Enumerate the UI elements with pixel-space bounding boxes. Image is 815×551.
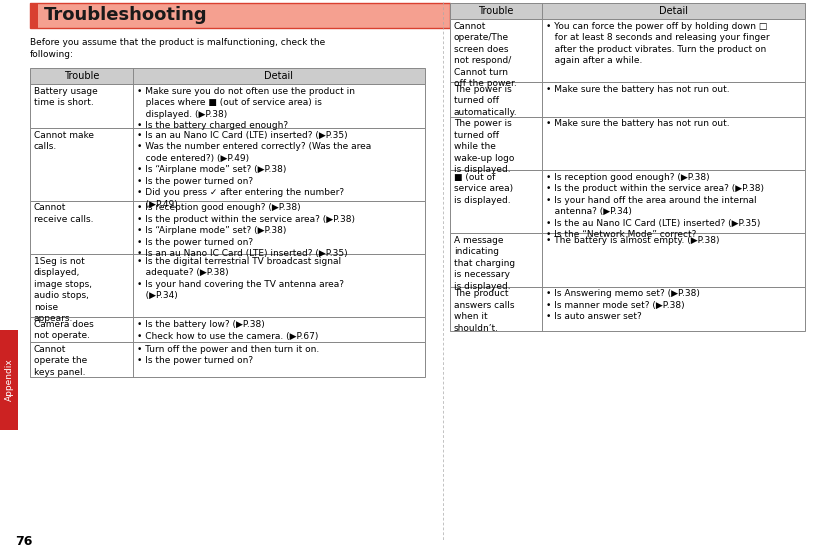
Text: • Is the battery low? (▶P.38)
• Check how to use the camera. (▶P.67): • Is the battery low? (▶P.38) • Check ho… bbox=[137, 320, 318, 341]
Text: 1Seg is not
displayed,
image stops,
audio stops,
noise
appears.: 1Seg is not displayed, image stops, audi… bbox=[34, 257, 92, 323]
Text: The power is
turned off
automatically.: The power is turned off automatically. bbox=[454, 85, 518, 117]
Text: Cannot
receive calls.: Cannot receive calls. bbox=[34, 203, 94, 224]
Bar bbox=[30, 84, 425, 128]
Bar bbox=[0, 330, 18, 430]
Bar bbox=[30, 3, 450, 28]
Text: Cannot make
calls.: Cannot make calls. bbox=[34, 131, 94, 152]
Text: 76: 76 bbox=[15, 535, 33, 548]
Bar bbox=[30, 3, 38, 28]
Bar bbox=[30, 254, 425, 317]
Bar bbox=[30, 317, 425, 342]
Text: Cannot
operate the
keys panel.: Cannot operate the keys panel. bbox=[34, 345, 87, 377]
Text: ■ (out of
service area)
is displayed.: ■ (out of service area) is displayed. bbox=[454, 173, 513, 205]
Text: • Is Answering memo set? (▶P.38)
• Is manner mode set? (▶P.38)
• Is auto answer : • Is Answering memo set? (▶P.38) • Is ma… bbox=[546, 289, 700, 321]
Text: • You can force the power off by holding down □
   for at least 8 seconds and re: • You can force the power off by holding… bbox=[546, 22, 770, 66]
Bar bbox=[450, 170, 805, 233]
Bar bbox=[450, 3, 805, 19]
Text: Detail: Detail bbox=[659, 6, 688, 16]
Text: • Is the digital terrestrial TV broadcast signal
   adequate? (▶P.38)
• Is your : • Is the digital terrestrial TV broadcas… bbox=[137, 257, 344, 300]
Bar bbox=[450, 287, 805, 331]
Bar bbox=[450, 19, 805, 82]
Text: The product
answers calls
when it
shouldn’t.: The product answers calls when it should… bbox=[454, 289, 514, 333]
Bar bbox=[30, 342, 425, 376]
Text: Battery usage
time is short.: Battery usage time is short. bbox=[34, 87, 98, 107]
Bar bbox=[450, 233, 805, 287]
Text: • Turn off the power and then turn it on.
• Is the power turned on?: • Turn off the power and then turn it on… bbox=[137, 345, 319, 365]
Text: • Is an au Nano IC Card (LTE) inserted? (▶P.35)
• Was the number entered correct: • Is an au Nano IC Card (LTE) inserted? … bbox=[137, 131, 371, 209]
Bar bbox=[30, 201, 425, 254]
Text: A message
indicating
that charging
is necessary
is displayed.: A message indicating that charging is ne… bbox=[454, 236, 515, 291]
Bar bbox=[30, 128, 425, 201]
Bar bbox=[450, 82, 805, 116]
Text: • The battery is almost empty. (▶P.38): • The battery is almost empty. (▶P.38) bbox=[546, 236, 720, 245]
Text: • Is reception good enough? (▶P.38)
• Is the product within the service area? (▶: • Is reception good enough? (▶P.38) • Is… bbox=[137, 203, 355, 258]
Text: Cannot
operate/The
screen does
not respond/
Cannot turn
off the power.: Cannot operate/The screen does not respo… bbox=[454, 22, 517, 88]
Text: Troubleshooting: Troubleshooting bbox=[44, 7, 208, 24]
Bar bbox=[30, 68, 425, 84]
Text: Trouble: Trouble bbox=[64, 71, 99, 81]
Text: • Make sure the battery has not run out.: • Make sure the battery has not run out. bbox=[546, 120, 730, 128]
Text: Camera does
not operate.: Camera does not operate. bbox=[34, 320, 94, 341]
Text: • Is reception good enough? (▶P.38)
• Is the product within the service area? (▶: • Is reception good enough? (▶P.38) • Is… bbox=[546, 173, 764, 239]
Text: Appendix: Appendix bbox=[5, 359, 14, 401]
Text: • Make sure the battery has not run out.: • Make sure the battery has not run out. bbox=[546, 85, 730, 94]
Text: The power is
turned off
while the
wake-up logo
is displayed.: The power is turned off while the wake-u… bbox=[454, 120, 514, 174]
Bar bbox=[450, 116, 805, 170]
Text: Trouble: Trouble bbox=[478, 6, 513, 16]
Text: • Make sure you do not often use the product in
   places where ■ (out of servic: • Make sure you do not often use the pro… bbox=[137, 87, 355, 131]
Text: Before you assume that the product is malfunctioning, check the
following:: Before you assume that the product is ma… bbox=[30, 38, 325, 59]
Text: Detail: Detail bbox=[264, 71, 293, 81]
